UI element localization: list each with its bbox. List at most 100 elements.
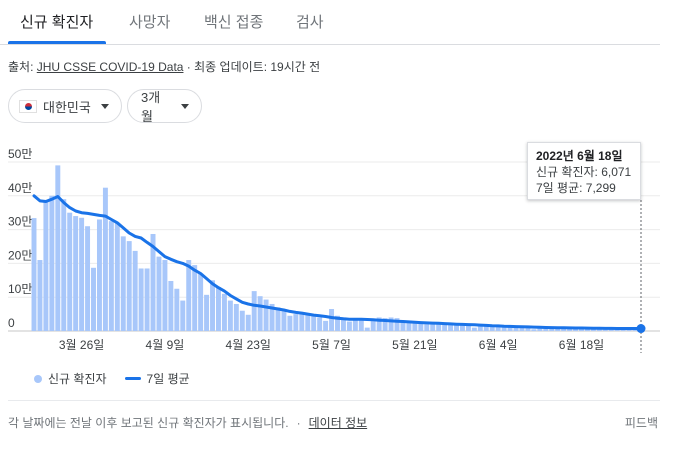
y-tick-label: 10만	[8, 282, 32, 296]
x-tick-label: 5월 7일	[312, 338, 351, 352]
case-bar	[73, 216, 79, 331]
case-bar	[459, 324, 465, 331]
case-bar	[67, 212, 73, 331]
case-bar	[49, 195, 55, 331]
case-bar	[525, 327, 531, 331]
case-bar	[269, 303, 275, 331]
case-bar	[573, 328, 579, 331]
case-bar	[114, 222, 120, 331]
case-bar	[245, 314, 251, 331]
case-bar	[501, 326, 507, 331]
case-bar	[55, 165, 61, 331]
case-bar	[442, 323, 448, 331]
x-tick-label: 6월 18일	[559, 338, 604, 352]
tooltip-new-cases: 신규 확진자: 6,071	[536, 165, 632, 179]
source-link[interactable]: JHU CSSE COVID-19 Data	[36, 60, 184, 74]
case-bar	[102, 187, 108, 331]
country-label: 대한민국	[43, 99, 91, 115]
case-bar	[448, 324, 454, 331]
tab-deaths[interactable]: 사망자	[129, 14, 171, 31]
case-bar	[519, 327, 525, 331]
x-tick-label: 4월 9일	[146, 338, 185, 352]
case-bar	[210, 280, 216, 331]
case-bar	[186, 260, 192, 331]
case-bar	[430, 322, 436, 331]
case-bar	[364, 327, 370, 331]
case-bar	[352, 319, 358, 331]
case-bar	[406, 321, 412, 331]
case-bar	[263, 299, 269, 331]
case-bar	[483, 326, 489, 331]
country-selector[interactable]: 대한민국	[8, 89, 122, 123]
tab-vaccinations[interactable]: 백신 접종	[204, 14, 264, 31]
case-bar	[454, 324, 459, 331]
case-bar	[596, 329, 602, 331]
tooltip-average: 7일 평균: 7,299	[536, 181, 616, 195]
hover-point[interactable]	[636, 324, 646, 334]
case-bar	[144, 268, 150, 331]
case-bar	[465, 324, 471, 331]
chart-tooltip: 2022년 6월 18일 신규 확진자: 6,071 7일 평균: 7,299	[527, 142, 641, 200]
case-bar	[543, 328, 549, 331]
case-bar	[91, 267, 96, 331]
period-label: 3개월	[141, 90, 161, 124]
case-bar	[495, 326, 501, 331]
case-bar	[418, 323, 424, 331]
chevron-down-icon	[100, 103, 109, 109]
chevron-down-icon	[181, 103, 189, 109]
case-bar	[287, 315, 293, 331]
case-bar	[388, 317, 394, 331]
case-bar	[400, 320, 406, 331]
case-bar	[477, 325, 483, 331]
period-selector[interactable]: 3개월	[127, 89, 202, 124]
seven-day-average-line	[32, 194, 643, 330]
case-bar	[31, 218, 37, 331]
case-bar	[79, 217, 85, 331]
source-line: 출처: JHU CSSE COVID-19 Data · 최종 업데이트: 19…	[8, 58, 320, 75]
case-bar	[370, 320, 376, 331]
case-bar	[329, 309, 335, 331]
legend-new-cases: 신규 확진자	[48, 372, 107, 386]
y-tick-label: 20만	[8, 248, 32, 262]
y-tick-label: 40만	[8, 181, 32, 195]
tab-tests[interactable]: 검사	[296, 14, 324, 31]
case-bar	[239, 310, 245, 331]
south-korea-flag-icon	[19, 99, 37, 113]
case-bar	[424, 324, 430, 331]
divider	[8, 400, 660, 401]
case-bar	[513, 327, 519, 331]
case-bar	[346, 321, 352, 331]
y-tick-label: 50만	[8, 147, 32, 161]
case-bar	[376, 317, 382, 331]
case-bar	[293, 314, 299, 331]
case-bar	[61, 199, 67, 331]
case-bar	[37, 260, 43, 331]
legend-seven-day-average: 7일 평균	[146, 372, 190, 386]
x-tick-label: 6월 4일	[479, 338, 518, 352]
case-bar	[120, 236, 126, 331]
case-bar	[412, 322, 418, 331]
case-bar	[317, 317, 323, 331]
case-bar	[305, 313, 311, 331]
case-bar	[168, 280, 174, 331]
case-bar	[275, 307, 281, 331]
tooltip-date: 2022년 6월 18일	[536, 149, 623, 163]
last-updated-text: · 최종 업데이트: 19시간 전	[183, 60, 321, 74]
case-bar	[126, 241, 132, 331]
feedback-link[interactable]: 피드백	[624, 416, 658, 430]
case-bar	[43, 201, 49, 331]
legend-line-swatch	[124, 377, 141, 380]
data-info-link[interactable]: 데이터 정보	[308, 416, 368, 430]
case-bar	[162, 260, 168, 331]
case-bar	[138, 268, 144, 331]
footer-note: 각 날짜에는 전날 이후 보고된 신규 확진자가 표시됩니다. · 데이터 정보	[8, 416, 368, 430]
case-bar	[507, 327, 513, 331]
case-bar	[85, 226, 91, 331]
tab-new-cases[interactable]: 신규 확진자	[20, 14, 94, 31]
case-bar	[584, 329, 590, 331]
active-tab-indicator	[8, 41, 106, 44]
case-bar	[174, 288, 180, 331]
case-bar	[180, 300, 186, 331]
case-bar	[335, 315, 340, 331]
y-tick-label: 30만	[8, 215, 32, 229]
